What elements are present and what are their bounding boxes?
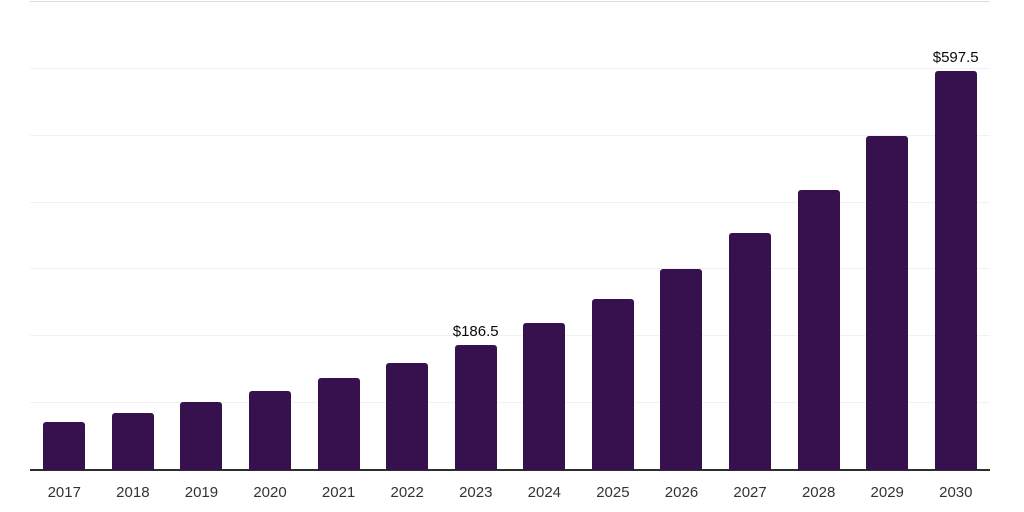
x-tick-label-2023: 2023 [459,484,493,501]
bar-2024 [523,322,566,470]
bar-2018 [111,413,154,470]
x-tick-label-2022: 2022 [390,484,424,501]
bar-2029 [866,135,909,470]
x-axis-line [30,469,990,471]
bar-2017 [43,421,86,470]
data-label-2030: $597.5 [932,48,979,66]
bar-2028 [797,189,840,470]
gridline-200 [30,335,990,337]
bar-2019 [180,402,223,470]
x-tick-label-2026: 2026 [664,484,699,501]
x-tick-label-2025: 2025 [596,484,630,501]
x-tick-label-2017: 2017 [47,484,81,501]
bar-2023 [454,345,497,470]
gridline-400 [30,201,990,203]
x-tick-label-2024: 2024 [527,484,562,501]
x-tick-label-2020: 2020 [253,484,287,501]
bar-2027 [729,233,771,470]
bar-2022 [386,363,429,470]
gridline-500 [30,134,990,136]
x-tick-label-2027: 2027 [733,484,767,501]
x-tick-label-2018: 2018 [116,484,150,501]
x-axis-labels: 2017 2018 2019 2020 2021 2022 2023 2024 2025 2026… [30,484,990,501]
bar-2026 [660,269,703,470]
bar-2030 [934,70,977,470]
x-tick-label-2030: 2030 [939,484,973,501]
x-tick-label-2028: 2028 [801,484,836,501]
x-tick-label-2019: 2019 [184,484,219,501]
gridline-300 [30,268,990,270]
x-tick-label-2021: 2021 [321,484,356,501]
gridline-700 [30,1,990,2]
data-label-2023: $186.5 [452,323,499,341]
bar-2020 [249,391,291,470]
gridline-600 [30,67,990,69]
bar-2021 [317,378,360,470]
plot-area: $186.5 $597.5 [30,1,990,471]
x-tick-label-2029: 2029 [870,484,904,501]
gridline-100 [30,402,990,404]
bar-2025 [591,298,634,470]
